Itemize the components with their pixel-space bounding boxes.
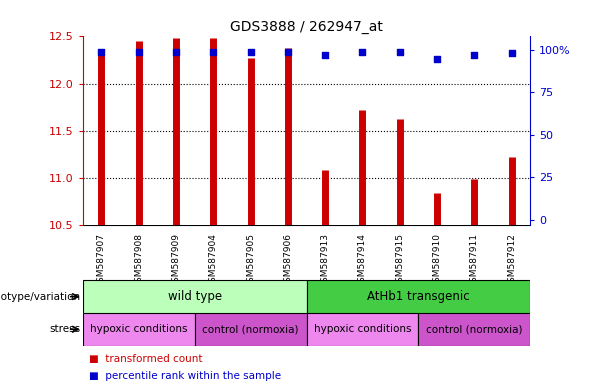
- Bar: [83, 280, 306, 313]
- Text: GSM587905: GSM587905: [246, 233, 255, 288]
- Text: GSM587909: GSM587909: [172, 233, 180, 288]
- Title: GDS3888 / 262947_at: GDS3888 / 262947_at: [230, 20, 383, 34]
- Text: GSM587913: GSM587913: [321, 233, 330, 288]
- Text: ■  percentile rank within the sample: ■ percentile rank within the sample: [89, 371, 281, 381]
- Point: [208, 49, 218, 55]
- Text: GSM587908: GSM587908: [134, 233, 143, 288]
- Bar: [83, 313, 195, 346]
- Text: hypoxic conditions: hypoxic conditions: [90, 324, 188, 334]
- Point: [171, 49, 181, 55]
- Text: ■  transformed count: ■ transformed count: [89, 354, 202, 364]
- Text: control (normoxia): control (normoxia): [426, 324, 522, 334]
- Bar: [306, 280, 530, 313]
- Bar: [418, 313, 530, 346]
- Point: [283, 49, 293, 55]
- Text: GSM587910: GSM587910: [433, 233, 441, 288]
- Text: GSM587906: GSM587906: [283, 233, 292, 288]
- Point: [246, 49, 256, 55]
- Point: [96, 49, 106, 55]
- Text: control (normoxia): control (normoxia): [202, 324, 299, 334]
- Text: GSM587915: GSM587915: [395, 233, 404, 288]
- Point: [470, 52, 479, 58]
- Text: genotype/variation: genotype/variation: [0, 291, 81, 302]
- Bar: [195, 313, 306, 346]
- Point: [320, 52, 330, 58]
- Point: [507, 50, 517, 56]
- Text: GSM587912: GSM587912: [507, 233, 516, 288]
- Text: GSM587911: GSM587911: [470, 233, 479, 288]
- Text: wild type: wild type: [167, 290, 222, 303]
- Text: stress: stress: [50, 324, 81, 334]
- Point: [395, 49, 405, 55]
- Point: [357, 49, 367, 55]
- Text: hypoxic conditions: hypoxic conditions: [314, 324, 411, 334]
- Point: [432, 55, 442, 61]
- Text: GSM587904: GSM587904: [209, 233, 218, 288]
- Bar: [306, 313, 418, 346]
- Text: GSM587907: GSM587907: [97, 233, 106, 288]
- Text: GSM587914: GSM587914: [358, 233, 367, 288]
- Point: [134, 49, 143, 55]
- Text: AtHb1 transgenic: AtHb1 transgenic: [367, 290, 470, 303]
